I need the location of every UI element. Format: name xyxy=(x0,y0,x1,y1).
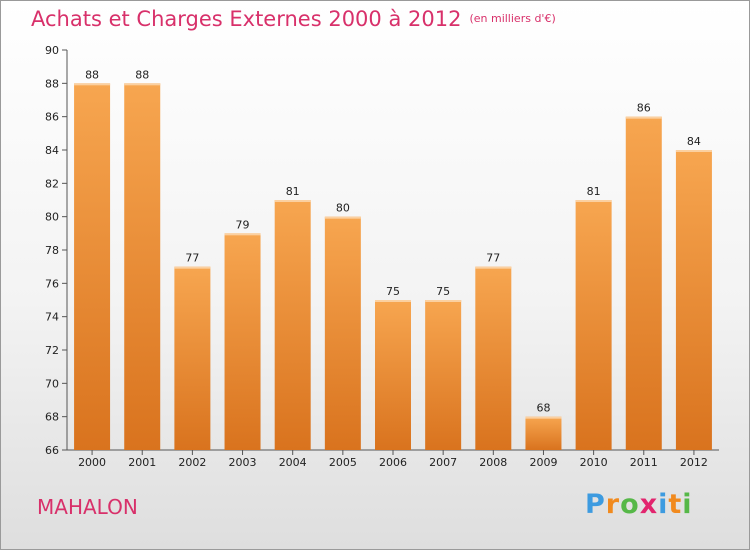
x-tick-label: 2012 xyxy=(680,456,708,469)
bar xyxy=(425,300,462,450)
data-label: 81 xyxy=(587,185,601,198)
y-tick-label: 88 xyxy=(45,77,59,90)
data-label: 80 xyxy=(336,202,350,215)
bar-highlight xyxy=(475,266,512,269)
bar xyxy=(274,200,311,450)
bar xyxy=(575,200,612,450)
title-text: Achats et Charges Externes 2000 à 2012 xyxy=(31,7,462,31)
bar xyxy=(375,300,411,450)
x-tick-label: 2002 xyxy=(178,456,206,469)
bar xyxy=(475,266,512,450)
x-tick-label: 2010 xyxy=(580,456,608,469)
logo-letter: i xyxy=(658,489,669,520)
y-tick-label: 84 xyxy=(45,144,59,157)
bar-highlight xyxy=(525,416,562,419)
x-tick-label: 2003 xyxy=(229,456,257,469)
logo-letter: t xyxy=(668,489,683,520)
bar xyxy=(675,150,712,450)
bar xyxy=(174,266,211,450)
bar-highlight xyxy=(224,233,261,236)
data-label: 79 xyxy=(236,218,250,231)
data-label: 86 xyxy=(637,102,651,115)
y-tick-label: 78 xyxy=(45,244,59,257)
x-tick-label: 2007 xyxy=(429,456,457,469)
bar xyxy=(324,216,361,450)
x-tick-label: 2008 xyxy=(479,456,507,469)
bar-highlight xyxy=(174,266,211,269)
y-tick-label: 68 xyxy=(45,411,59,424)
x-tick-label: 2009 xyxy=(529,456,557,469)
y-tick-label: 82 xyxy=(45,177,59,190)
y-tick-label: 90 xyxy=(45,44,59,57)
bar-highlight xyxy=(575,200,612,202)
x-tick-label: 2006 xyxy=(379,456,407,469)
x-tick-label: 2001 xyxy=(128,456,156,469)
y-tick-label: 66 xyxy=(45,444,59,457)
y-tick-label: 72 xyxy=(45,344,59,357)
x-tick-label: 2005 xyxy=(329,456,357,469)
bar xyxy=(74,83,111,450)
data-label: 77 xyxy=(185,252,199,265)
data-label: 75 xyxy=(386,285,400,298)
y-tick-label: 74 xyxy=(45,311,59,324)
chart-title: Achats et Charges Externes 2000 à 2012 (e… xyxy=(31,7,556,31)
data-label: 88 xyxy=(135,68,149,81)
data-label: 84 xyxy=(687,135,701,148)
y-tick-label: 86 xyxy=(45,111,59,124)
data-label: 77 xyxy=(486,252,500,265)
bar-highlight xyxy=(124,83,161,86)
data-label: 75 xyxy=(436,285,450,298)
bar xyxy=(224,233,261,450)
bar-highlight xyxy=(274,200,311,202)
proxiti-logo: Proxiti xyxy=(585,489,693,520)
logo-letter: i xyxy=(682,489,693,520)
data-label: 68 xyxy=(536,402,550,415)
logo-letter: o xyxy=(620,489,640,520)
logo-letter: r xyxy=(605,489,621,520)
logo-letter: P xyxy=(585,489,606,520)
logo-letter: x xyxy=(639,489,659,520)
x-tick-label: 2011 xyxy=(630,456,658,469)
bar xyxy=(124,83,161,450)
y-tick-label: 70 xyxy=(45,377,59,390)
bar-highlight xyxy=(74,83,111,86)
bar-highlight xyxy=(324,216,361,219)
bar xyxy=(525,416,562,450)
bar-highlight xyxy=(675,150,712,152)
data-label: 88 xyxy=(85,68,99,81)
y-tick-label: 76 xyxy=(45,277,59,290)
subtitle-text: (en milliers d'€) xyxy=(469,12,556,25)
y-tick-label: 80 xyxy=(45,211,59,224)
data-label: 81 xyxy=(286,185,300,198)
bar xyxy=(625,116,662,451)
bar-highlight xyxy=(425,300,462,302)
bar-highlight xyxy=(625,116,662,119)
town-name: MAHALON xyxy=(37,495,138,519)
x-tick-label: 2004 xyxy=(279,456,307,469)
x-tick-label: 2000 xyxy=(78,456,106,469)
bar-highlight xyxy=(375,300,411,302)
